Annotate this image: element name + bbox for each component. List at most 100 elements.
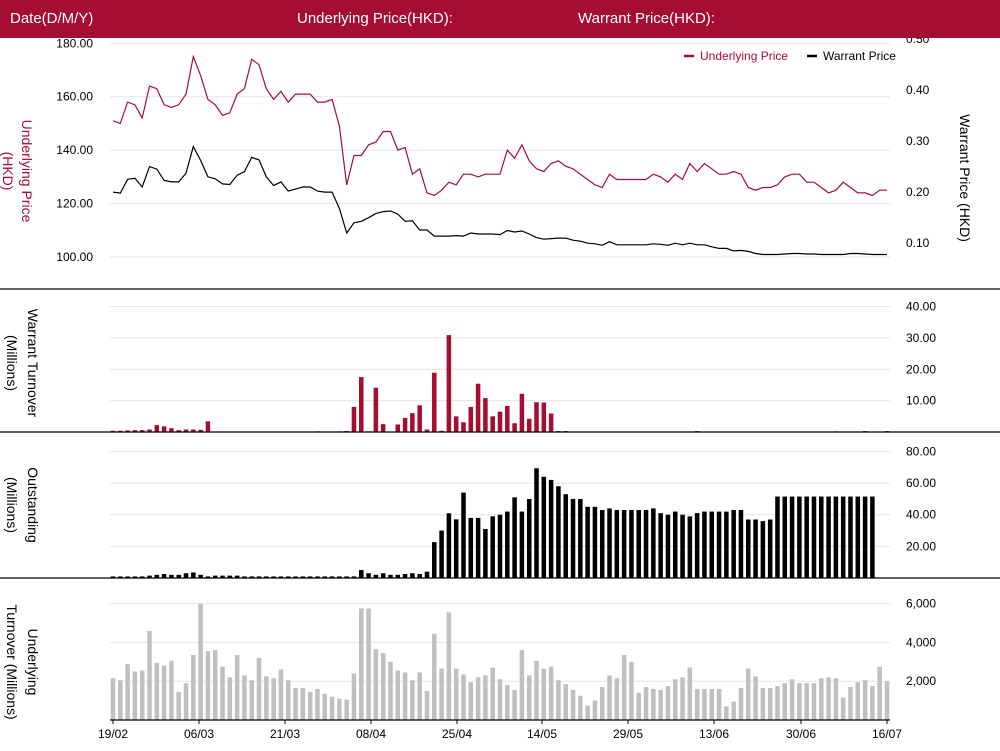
- tick-label: 40.00: [906, 508, 936, 522]
- bar: [125, 576, 130, 578]
- bar: [176, 691, 181, 720]
- bar: [154, 574, 160, 578]
- bar: [563, 494, 568, 578]
- bar: [110, 430, 116, 432]
- bar: [475, 677, 481, 720]
- bar: [402, 574, 408, 578]
- bar: [512, 689, 517, 720]
- left-tick-label: 100.00: [56, 250, 93, 264]
- bar: [410, 413, 415, 432]
- bar: [169, 428, 174, 432]
- tick-label: 40.00: [906, 300, 936, 314]
- bar: [753, 676, 758, 720]
- bar: [505, 685, 510, 720]
- bar: [534, 468, 539, 578]
- bar: [519, 650, 525, 720]
- bar: [293, 688, 298, 720]
- bar: [548, 413, 554, 432]
- bar: [870, 496, 875, 578]
- bar: [694, 513, 700, 578]
- bar: [767, 519, 773, 578]
- bar: [359, 608, 364, 720]
- bar: [285, 576, 291, 578]
- bar: [366, 573, 371, 578]
- bar: [118, 680, 123, 720]
- bar: [475, 383, 481, 432]
- bar: [395, 574, 401, 578]
- bar: [139, 576, 145, 578]
- bar: [468, 682, 474, 720]
- bar: [775, 686, 780, 720]
- left-tick-label: 180.00: [56, 38, 93, 50]
- bar: [351, 673, 357, 720]
- bar: [373, 574, 379, 578]
- bar: [775, 496, 780, 578]
- bar: [446, 513, 452, 578]
- bar: [300, 688, 306, 720]
- bar: [468, 406, 474, 432]
- bar: [359, 377, 364, 432]
- bar: [242, 576, 247, 578]
- bar: [125, 664, 130, 720]
- bar: [658, 513, 663, 578]
- bar: [110, 576, 116, 578]
- legend[interactable]: Underlying Price Warrant Price: [684, 49, 896, 63]
- bar: [424, 571, 430, 578]
- bar: [731, 701, 736, 720]
- tick-label: 20.00: [906, 362, 936, 376]
- bar: [709, 511, 715, 578]
- x-tick-label: 16/07: [872, 727, 902, 741]
- bar: [337, 576, 342, 578]
- bar: [789, 679, 795, 720]
- bar: [373, 387, 379, 432]
- bar: [811, 683, 817, 720]
- bar: [183, 573, 189, 578]
- bar: [234, 575, 240, 578]
- bar: [300, 576, 306, 578]
- bar: [578, 695, 583, 720]
- bar: [738, 688, 744, 720]
- bar: [315, 688, 320, 720]
- bar: [746, 519, 751, 578]
- axis-label-line: Warrant Turnover: [25, 309, 41, 418]
- bar: [497, 679, 503, 720]
- bar: [797, 683, 802, 720]
- bar: [205, 651, 211, 720]
- bar: [264, 576, 269, 578]
- bar: [337, 698, 342, 720]
- bar: [483, 675, 488, 720]
- bar: [307, 691, 313, 720]
- bar: [483, 528, 488, 578]
- bar: [782, 683, 788, 720]
- bar: [760, 688, 766, 720]
- bar: [548, 479, 554, 578]
- bar: [570, 689, 576, 720]
- bar: [351, 576, 357, 578]
- bar: [432, 633, 437, 720]
- axis-label-line: Underlying: [25, 629, 41, 696]
- bar: [307, 576, 313, 578]
- bar: [256, 576, 262, 578]
- bar: [826, 496, 831, 578]
- bar: [548, 666, 554, 720]
- tick-label: 2,000: [906, 674, 936, 688]
- left-axis-label-line2: (HKD): [0, 152, 16, 191]
- bar: [512, 423, 517, 432]
- bar: [570, 498, 576, 578]
- bar: [183, 429, 189, 432]
- bar: [147, 630, 152, 720]
- bar: [687, 667, 693, 720]
- right-tick-label: 0.10: [906, 236, 930, 250]
- x-axis: 19/02 06/03 21/03 08/04 25/04 14/05 29/05 13/06…: [98, 719, 902, 741]
- bar: [760, 521, 766, 578]
- bar: [716, 511, 722, 578]
- bar: [446, 612, 452, 720]
- bar: [461, 422, 466, 432]
- bar: [227, 575, 233, 578]
- bar: [505, 511, 510, 578]
- legend-warrant-label: Warrant Price: [823, 49, 896, 63]
- bar: [651, 688, 656, 720]
- bar: [629, 661, 634, 720]
- bar: [402, 417, 408, 432]
- bar: [161, 665, 167, 720]
